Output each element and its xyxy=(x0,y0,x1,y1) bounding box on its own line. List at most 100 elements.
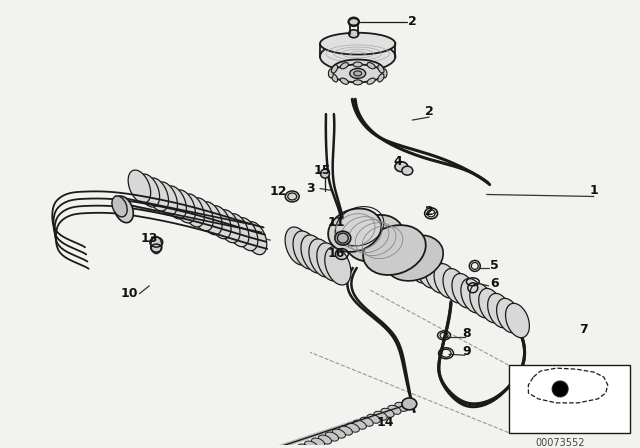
Ellipse shape xyxy=(200,202,222,235)
Ellipse shape xyxy=(209,206,231,239)
Ellipse shape xyxy=(470,284,493,318)
Ellipse shape xyxy=(285,227,311,265)
Text: 2: 2 xyxy=(408,15,417,28)
Ellipse shape xyxy=(305,441,317,448)
Ellipse shape xyxy=(301,235,327,273)
Ellipse shape xyxy=(425,258,449,293)
Ellipse shape xyxy=(552,381,568,397)
Text: 12: 12 xyxy=(269,185,287,198)
Ellipse shape xyxy=(378,65,384,73)
Ellipse shape xyxy=(285,191,299,202)
Ellipse shape xyxy=(354,71,362,76)
Ellipse shape xyxy=(218,210,240,243)
Ellipse shape xyxy=(236,218,258,251)
Ellipse shape xyxy=(367,63,375,69)
Ellipse shape xyxy=(112,196,127,217)
Text: 8: 8 xyxy=(463,327,471,340)
Text: 2: 2 xyxy=(425,105,433,118)
Ellipse shape xyxy=(452,274,476,308)
Ellipse shape xyxy=(128,170,150,203)
Ellipse shape xyxy=(402,398,417,410)
Ellipse shape xyxy=(227,214,249,247)
Ellipse shape xyxy=(506,303,529,338)
Text: 15: 15 xyxy=(313,164,331,177)
Ellipse shape xyxy=(328,208,381,252)
Ellipse shape xyxy=(335,231,351,245)
Ellipse shape xyxy=(367,414,380,423)
Ellipse shape xyxy=(328,69,333,78)
Ellipse shape xyxy=(325,432,339,441)
Ellipse shape xyxy=(340,63,348,69)
Ellipse shape xyxy=(461,279,484,313)
Ellipse shape xyxy=(318,435,332,444)
Ellipse shape xyxy=(324,247,351,285)
Ellipse shape xyxy=(339,426,353,435)
Ellipse shape xyxy=(151,237,162,254)
Ellipse shape xyxy=(332,65,383,82)
Text: 2: 2 xyxy=(425,205,433,218)
Ellipse shape xyxy=(353,420,366,429)
Ellipse shape xyxy=(385,235,444,281)
Ellipse shape xyxy=(332,60,383,79)
Ellipse shape xyxy=(349,18,358,25)
Ellipse shape xyxy=(407,249,431,283)
Ellipse shape xyxy=(395,402,408,411)
Ellipse shape xyxy=(388,405,401,414)
Ellipse shape xyxy=(374,411,387,420)
Ellipse shape xyxy=(317,243,343,281)
Ellipse shape xyxy=(479,289,502,323)
Ellipse shape xyxy=(137,174,159,207)
Ellipse shape xyxy=(312,438,324,447)
Ellipse shape xyxy=(340,78,348,84)
Ellipse shape xyxy=(309,239,335,277)
Ellipse shape xyxy=(346,215,404,262)
Ellipse shape xyxy=(497,298,520,333)
Ellipse shape xyxy=(350,69,365,78)
Ellipse shape xyxy=(321,169,330,178)
Ellipse shape xyxy=(378,74,384,82)
Ellipse shape xyxy=(332,65,338,73)
Ellipse shape xyxy=(320,33,396,55)
Ellipse shape xyxy=(293,231,319,269)
Text: 10: 10 xyxy=(121,287,138,300)
Ellipse shape xyxy=(164,186,186,219)
Text: 14: 14 xyxy=(377,416,394,429)
Ellipse shape xyxy=(332,64,383,83)
Text: 13: 13 xyxy=(141,232,158,245)
Ellipse shape xyxy=(353,62,362,67)
Text: 9: 9 xyxy=(463,345,471,358)
Ellipse shape xyxy=(191,198,213,231)
Ellipse shape xyxy=(182,194,204,227)
Text: 11: 11 xyxy=(327,216,344,229)
FancyBboxPatch shape xyxy=(509,365,630,433)
FancyBboxPatch shape xyxy=(320,43,396,56)
Ellipse shape xyxy=(402,166,413,175)
Ellipse shape xyxy=(367,78,375,84)
Ellipse shape xyxy=(332,74,338,82)
Ellipse shape xyxy=(363,225,426,275)
Ellipse shape xyxy=(434,263,458,298)
Ellipse shape xyxy=(395,162,408,172)
Ellipse shape xyxy=(443,269,467,303)
Ellipse shape xyxy=(353,80,362,85)
Ellipse shape xyxy=(346,423,359,432)
Text: 4: 4 xyxy=(393,155,402,168)
Ellipse shape xyxy=(146,178,168,211)
Ellipse shape xyxy=(488,293,511,328)
Text: 7: 7 xyxy=(580,323,588,336)
Ellipse shape xyxy=(291,447,304,448)
Ellipse shape xyxy=(320,42,396,71)
Ellipse shape xyxy=(337,233,348,243)
Text: 3: 3 xyxy=(306,182,314,195)
Ellipse shape xyxy=(382,69,387,78)
Ellipse shape xyxy=(381,408,394,417)
Text: 16: 16 xyxy=(327,246,344,259)
Ellipse shape xyxy=(416,254,440,288)
Ellipse shape xyxy=(349,30,358,38)
Ellipse shape xyxy=(173,190,195,223)
Ellipse shape xyxy=(298,444,311,448)
Text: 5: 5 xyxy=(490,259,499,272)
Ellipse shape xyxy=(155,182,177,215)
Ellipse shape xyxy=(244,222,267,254)
Text: 1: 1 xyxy=(589,184,598,197)
